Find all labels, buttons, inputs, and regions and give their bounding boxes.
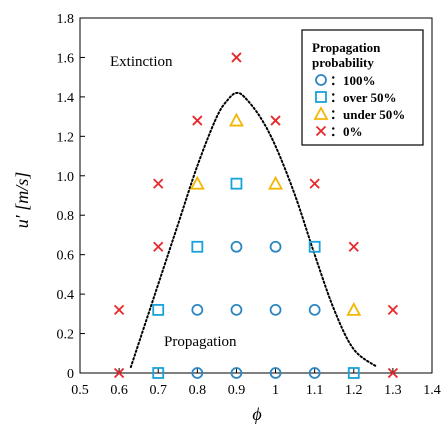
data-point-circle [269,303,282,316]
boundary-curve [129,91,379,369]
data-point-cross [348,241,359,252]
x-tick-label: 0.8 [189,383,207,398]
y-tick-label: 1.6 [57,51,75,66]
data-point-circle [230,303,243,316]
data-point-circle [230,240,243,253]
legend-entry-label: ：100% [330,73,376,88]
data-point-cross [113,304,125,316]
data-point-triangle [346,302,362,316]
x-tick-label: 0.6 [110,383,128,398]
annotation-propagation: Propagation [164,334,237,350]
data-point-square [152,367,165,379]
x-tick-label: 0.9 [228,383,246,398]
data-point-triangle [228,112,244,127]
legend-title: Propagation probability [312,40,381,70]
data-point-square [347,367,360,379]
data-point-circle [230,367,243,379]
data-point-square [308,240,321,253]
y-tick-label: 0.4 [57,288,75,303]
data-point-circle [308,367,321,379]
y-axis: 0 0.2 0.4 0.6 0.8 1.0 1.2 1.4 1.6 1.8 [57,12,85,382]
legend-marker-cross [315,125,327,137]
data-point-cross [387,367,399,379]
legend-entry-label: ：over 50% [330,90,397,105]
legend-entry-label: ：0% [330,124,363,139]
y-tick-label: 0.8 [57,209,75,224]
x-tick-label: 1.2 [345,383,363,398]
annotation-extinction: Extinction [110,54,173,70]
x-tick-label: 0.5 [71,383,89,398]
data-point-cross [192,115,203,126]
data-point-circle [191,367,204,379]
y-tick-label: 1.8 [57,12,75,27]
legend-marker-square [315,91,327,103]
y-tick-label: 0.2 [57,328,75,343]
y-tick-label: 0.6 [57,249,75,264]
x-axis: 0.5 0.6 0.7 0.8 0.9 1 1.1 1.2 1.3 1.4 [71,368,441,398]
data-point-triangle [268,175,284,190]
legend-box [301,29,424,146]
y-tick-label: 1.0 [57,170,75,185]
legend: Propagation probability ：100% ：over 50% ：un… [301,29,424,146]
data-point-circle [269,240,282,253]
legend-marker-triangle [313,106,329,120]
data-point-circle [269,367,282,379]
x-tick-label: 1.1 [306,383,324,398]
data-point-circle [308,303,321,316]
data-point-square [152,303,165,316]
y-tick-label: 0 [67,367,74,382]
data-point-cross [309,178,320,189]
legend-entries: ：100% ：over 50% ：under 50% ：0% [313,73,405,139]
data-point-cross [113,367,125,379]
data-point-square [191,240,204,253]
data-point-square [230,177,243,190]
y-tick-label: 1.4 [57,91,75,106]
x-tick-label: 1.4 [423,383,441,398]
y-tick-label: 1.2 [57,130,75,145]
data-point-cross [231,52,242,63]
data-point-triangle [189,175,205,190]
x-tick-label: 0.7 [149,383,167,398]
data-point-cross [153,241,164,252]
data-point-circle [191,303,204,316]
x-tick-label: 1.3 [384,383,402,398]
x-axis-label: ϕ [252,404,261,424]
data-point-cross [153,178,164,189]
legend-marker-circle [315,74,327,86]
data-points [113,52,399,379]
x-tick-label: 1 [272,383,279,398]
legend-entry-label: ：under 50% [330,107,405,122]
y-axis-label: u′ [m/s] [12,172,32,228]
data-point-cross [387,304,399,316]
data-point-cross [270,115,281,126]
